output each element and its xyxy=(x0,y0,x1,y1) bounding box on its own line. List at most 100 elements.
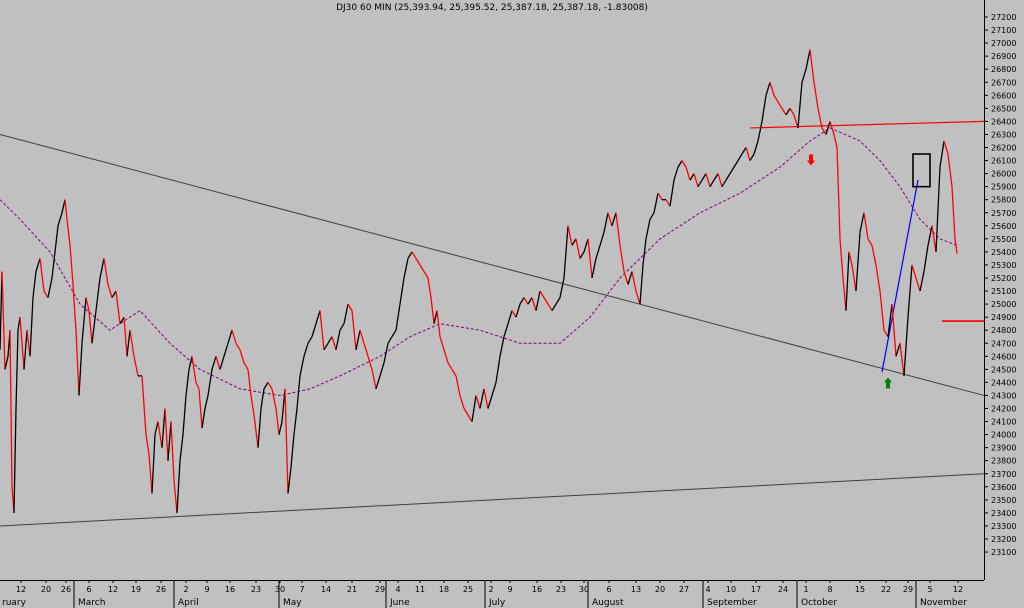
price-segment xyxy=(419,264,425,272)
price-segment xyxy=(745,147,751,161)
price-segment xyxy=(23,330,28,370)
price-segment xyxy=(433,310,438,324)
price-segment xyxy=(645,219,651,240)
price-segment xyxy=(231,330,237,344)
price-segment xyxy=(845,251,850,311)
x-day-label: 12 xyxy=(108,585,118,594)
x-month-label: March xyxy=(78,598,105,608)
price-segment xyxy=(511,310,517,318)
price-segment xyxy=(631,271,637,292)
price-segment xyxy=(495,356,501,383)
x-month-label: October xyxy=(801,598,837,608)
y-tick-label: 26800 xyxy=(991,65,1016,74)
price-segment xyxy=(543,297,549,305)
price-segment xyxy=(436,310,441,337)
price-segment xyxy=(821,127,827,135)
price-segment xyxy=(789,108,795,116)
price-segment xyxy=(19,317,25,370)
channel-upper-line xyxy=(0,133,985,396)
price-segment xyxy=(575,238,581,259)
x-day-label: 13 xyxy=(631,585,641,594)
channel-lower-line xyxy=(0,473,985,527)
x-day-label: 18 xyxy=(439,585,449,594)
price-segment xyxy=(1,271,6,370)
price-segment xyxy=(689,173,695,181)
price-segment xyxy=(0,271,3,350)
price-segment xyxy=(923,245,929,272)
price-segment xyxy=(263,382,269,390)
price-segment xyxy=(88,310,93,344)
price-segment xyxy=(471,395,477,422)
price-segment xyxy=(915,277,921,292)
price-segment xyxy=(335,330,341,350)
price-segment xyxy=(107,284,113,298)
price-segment xyxy=(733,160,739,168)
price-segment xyxy=(257,408,262,448)
price-segment xyxy=(227,330,233,344)
x-day-label: 7 xyxy=(299,585,304,594)
price-segment xyxy=(769,82,775,96)
chart-title: DJ30 60 MIN (25,393.94, 25,395.52, 25,38… xyxy=(336,3,648,13)
price-segment xyxy=(78,343,83,396)
price-segment xyxy=(487,395,493,409)
x-day-label: 30 xyxy=(579,585,589,594)
x-day-label: 20 xyxy=(41,585,51,594)
x-axis: 12 20 26 6 12 19 26 2 9 16 23 30 7 14 21 29 4 11 18 25 2 9 16 2… xyxy=(0,580,984,608)
price-segment xyxy=(133,356,139,377)
price-segment xyxy=(515,303,521,318)
price-segment xyxy=(399,277,405,305)
y-tick-label: 25500 xyxy=(991,235,1016,244)
price-segment xyxy=(250,395,255,416)
price-segment xyxy=(198,388,203,429)
price-segment xyxy=(195,382,200,390)
price-segment xyxy=(267,382,273,390)
x-day-label: 24 xyxy=(778,585,788,594)
y-tick-label: 24600 xyxy=(991,352,1016,361)
price-segment xyxy=(855,232,861,292)
y-tick-label: 26100 xyxy=(991,157,1016,166)
down-arrow-icon xyxy=(807,154,815,166)
price-segment xyxy=(145,434,150,455)
price-segment xyxy=(363,343,369,357)
x-day-label: 26 xyxy=(156,585,166,594)
x-day-label: 11 xyxy=(415,585,425,594)
y-tick-label: 25800 xyxy=(991,196,1016,205)
price-segment xyxy=(235,342,241,351)
price-segment xyxy=(491,382,497,396)
price-segment xyxy=(615,212,621,246)
y-tick-label: 23600 xyxy=(991,483,1016,492)
moving-average-layer xyxy=(0,127,958,397)
price-segment xyxy=(839,238,844,279)
x-day-label: 27 xyxy=(679,585,689,594)
price-segment xyxy=(191,356,197,383)
price-segment xyxy=(185,369,190,396)
price-segment xyxy=(943,140,949,155)
price-segment xyxy=(161,408,166,448)
price-segment xyxy=(54,225,59,252)
price-segment xyxy=(935,167,941,252)
price-segment xyxy=(176,460,181,513)
x-day-label: 19 xyxy=(131,585,141,594)
price-segment xyxy=(331,336,337,350)
up-arrow-icon xyxy=(884,377,892,389)
y-tick-label: 23100 xyxy=(991,548,1016,557)
price-segment xyxy=(793,114,799,129)
price-segment xyxy=(563,225,569,279)
price-segment xyxy=(673,166,679,181)
price-segment xyxy=(379,362,385,377)
price-segment xyxy=(599,232,605,246)
y-tick-label: 23400 xyxy=(991,509,1016,518)
x-month-label: September xyxy=(707,598,757,608)
price-segment xyxy=(391,329,397,338)
x-day-label: 10 xyxy=(726,585,736,594)
price-segment xyxy=(411,251,417,259)
price-segment xyxy=(170,421,175,481)
price-segment xyxy=(415,258,421,266)
y-tick-label: 25000 xyxy=(991,300,1016,309)
price-segment xyxy=(29,297,34,357)
price-segment xyxy=(665,199,671,207)
price-segment xyxy=(167,421,172,461)
price-segment xyxy=(126,330,131,357)
x-day-label: 2 xyxy=(488,585,493,594)
price-segment xyxy=(299,356,305,377)
